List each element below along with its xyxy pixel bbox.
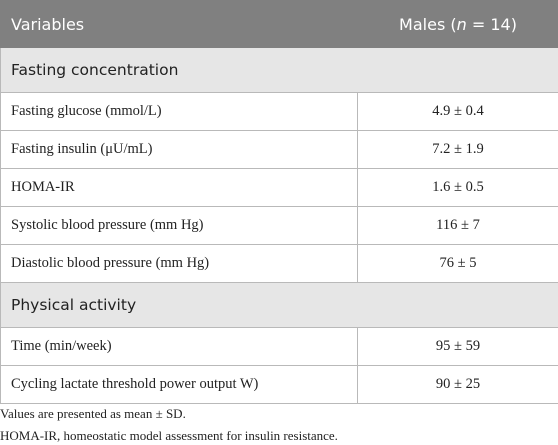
data-row: Time (min/week) 95 ± 59 [0,327,558,366]
section-title: Fasting concentration [0,47,558,93]
value-cell: 90 ± 25 [357,365,558,404]
data-row: Fasting glucose (mmol/L) 4.9 ± 0.4 [0,92,558,131]
header-cell: Variables [0,0,358,48]
value-cell: 116 ± 7 [357,206,558,245]
data-row: HOMA-IR 1.6 ± 0.5 [0,168,558,207]
variable-cell: HOMA-IR [0,168,358,207]
section-body: Time (min/week) 95 ± 59 Cycling lactate th… [0,327,558,404]
header-row: Variables Males (n = 14) [0,0,558,48]
variable-cell: Systolic blood pressure (mm Hg) [0,206,358,245]
footnote: HOMA-IR, homeostatic model assessment fo… [0,428,338,443]
value-cell: 4.9 ± 0.4 [357,92,558,131]
data-row: Diastolic blood pressure (mm Hg) 76 ± 5 [0,244,558,283]
variable-cell: Cycling lactate threshold power output W… [0,365,358,404]
value-cell: 95 ± 59 [357,327,558,366]
data-table: Variables Males (n = 14) Fasting concent… [0,0,558,404]
data-row: Cycling lactate threshold power output W… [0,365,558,404]
data-row: Systolic blood pressure (mm Hg) 116 ± 7 [0,206,558,245]
section-title: Physical activity [0,282,558,328]
variable-cell: Fasting insulin (μU/mL) [0,130,358,169]
header-text: n [456,14,467,34]
section-row: Physical activity [0,282,558,328]
section-row: Fasting concentration [0,47,558,93]
value-cell: 1.6 ± 0.5 [357,168,558,207]
variable-cell: Diastolic blood pressure (mm Hg) [0,244,358,283]
section-body: Fasting glucose (mmol/L) 4.9 ± 0.4 Fasting… [0,92,558,283]
footnote: Values are presented as mean ± SD. [0,406,186,421]
variable-cell: Fasting glucose (mmol/L) [0,92,358,131]
header-cell: Males (n = 14) [357,0,558,48]
data-row: Fasting insulin (μU/mL) 7.2 ± 1.9 [0,130,558,169]
value-cell: 7.2 ± 1.9 [357,130,558,169]
variable-cell: Time (min/week) [0,327,358,366]
header-text: = 14) [466,14,517,34]
header-text: Males ( [399,14,457,34]
value-cell: 76 ± 5 [357,244,558,283]
